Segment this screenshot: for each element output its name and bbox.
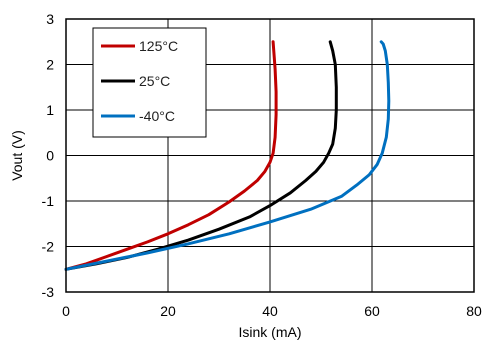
y-tick-label: -2 (42, 239, 55, 255)
legend-label: 25°C (139, 73, 170, 89)
legend-label: 125°C (139, 38, 178, 54)
y-tick-label: 3 (46, 11, 54, 27)
x-tick-labels: 0 20 40 60 80 (62, 303, 482, 319)
x-axis-label: Isink (mA) (239, 324, 302, 340)
series-line (64, 40, 391, 271)
y-tick-label: -3 (42, 284, 55, 300)
series-line (64, 40, 338, 271)
legend: 125°C 25°C -40°C (92, 27, 207, 138)
plot-frame (65, 18, 475, 293)
y-tick-label: -1 (42, 193, 55, 209)
series-group (64, 40, 391, 271)
series-line (64, 40, 278, 271)
y-tick-label: 2 (46, 57, 54, 73)
x-tick-label: 20 (160, 303, 176, 319)
y-tick-label: 1 (46, 102, 54, 118)
y-axis-label: Vout (V) (9, 130, 25, 181)
x-tick-label: 40 (262, 303, 278, 319)
y-tick-label: 0 (46, 148, 54, 164)
y-tick-labels: -3 -2 -1 0 1 2 3 (42, 11, 55, 300)
x-tick-label: 60 (364, 303, 380, 319)
legend-label: -40°C (139, 108, 175, 124)
x-tick-label: 80 (466, 303, 482, 319)
x-tick-label: 0 (62, 303, 70, 319)
